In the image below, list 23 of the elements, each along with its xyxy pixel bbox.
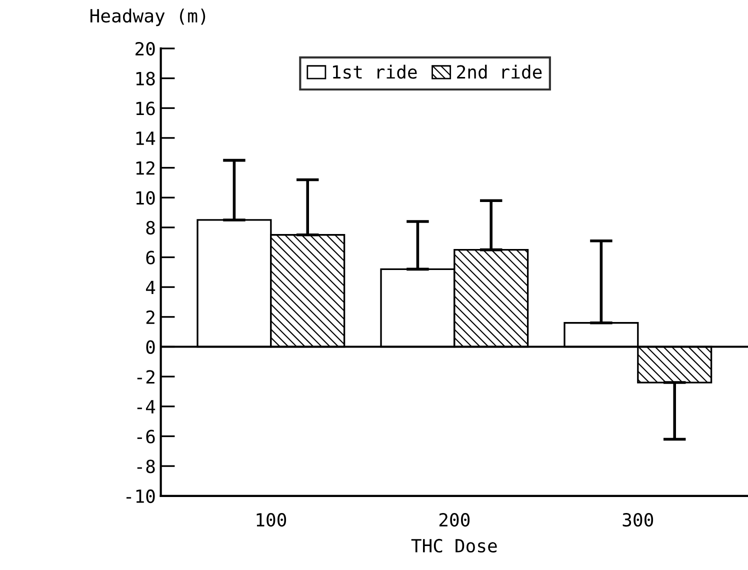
- legend-label: 1st ride: [333, 64, 417, 79]
- y-tick-label: -6: [137, 430, 155, 444]
- y-tick-label: 6: [146, 250, 155, 264]
- x-tick-label: 200: [439, 512, 470, 527]
- x-tick-label: 300: [622, 512, 654, 527]
- y-tick-label: 10: [136, 191, 155, 205]
- y-tick-label: 14: [136, 132, 156, 145]
- y-tick-label: 8: [146, 220, 155, 235]
- y-tick-label: -10: [126, 489, 155, 504]
- y-tick-label: 12: [136, 161, 154, 175]
- x-axis-title: THC Dose: [411, 538, 497, 553]
- y-tick-label: 0: [146, 340, 155, 354]
- x-tick-label: 100: [256, 512, 286, 527]
- y-tick-label: 16: [136, 102, 155, 116]
- y-tick-label: -2: [137, 370, 154, 384]
- y-tick-label: -4: [137, 400, 156, 414]
- y-tick-label: 4: [146, 280, 156, 294]
- y-tick-label: 18: [136, 72, 155, 86]
- y-tick-label: -8: [137, 460, 155, 474]
- legend-label: 2nd ride: [457, 64, 542, 79]
- y-tick-label: 20: [136, 42, 155, 56]
- y-axis-title: Headway (m): [90, 8, 206, 26]
- y-tick-label: 2: [146, 310, 154, 324]
